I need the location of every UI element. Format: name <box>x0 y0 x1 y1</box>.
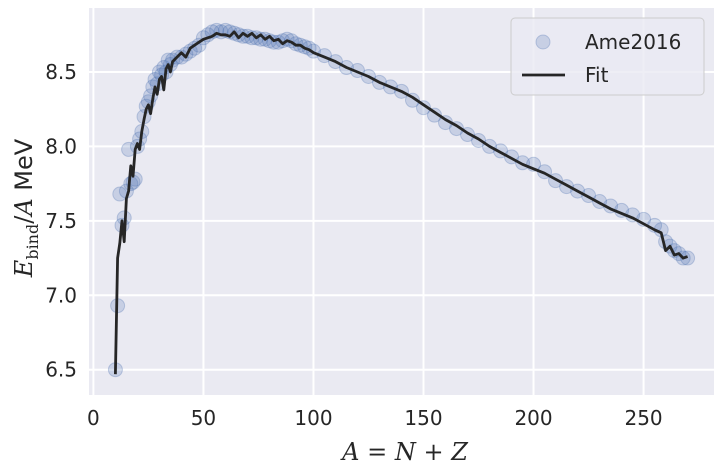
x-label-plus: + <box>416 438 451 466</box>
data-point <box>416 100 432 116</box>
y-label-a: A <box>10 198 38 217</box>
x-label-a: A <box>340 438 359 466</box>
x-label-eq: = <box>359 438 394 466</box>
data-point <box>427 107 443 123</box>
data-point <box>173 49 189 65</box>
legend: Ame2016 Fit <box>510 17 705 96</box>
x-tick-labels: 0 50 100 150 200 250 <box>87 406 663 430</box>
legend-label-ame2016: Ame2016 <box>585 30 681 54</box>
x-tick-label: 50 <box>191 406 216 430</box>
y-tick-label: 8.0 <box>45 134 77 158</box>
y-label-unit: MeV <box>10 138 38 198</box>
y-label-sub: bind <box>23 224 42 260</box>
y-tick-label: 7.5 <box>45 209 77 233</box>
legend-marker-ame2016 <box>535 34 551 50</box>
x-label-z: Z <box>450 438 469 466</box>
legend-label-fit: Fit <box>585 63 609 87</box>
x-tick-label: 0 <box>87 406 100 430</box>
fit-line <box>114 30 689 375</box>
x-tick-label: 100 <box>294 406 332 430</box>
data-point <box>187 40 203 56</box>
y-tick-label: 7.0 <box>45 283 77 307</box>
x-tick-label: 200 <box>514 406 552 430</box>
x-label-n: N <box>394 438 417 466</box>
y-axis-label: Ebind/A MeV <box>10 138 42 278</box>
x-tick-label: 150 <box>404 406 442 430</box>
data-point <box>191 37 207 53</box>
x-axis-label: A = N + Z <box>340 438 469 466</box>
y-label-e: E <box>10 259 38 278</box>
y-tick-label: 6.5 <box>45 358 77 382</box>
y-tick-label: 8.5 <box>45 60 77 84</box>
y-tick-labels: 6.5 7.0 7.5 8.0 8.5 <box>45 60 77 382</box>
x-tick-label: 250 <box>624 406 662 430</box>
y-label-slash: / <box>10 215 38 224</box>
